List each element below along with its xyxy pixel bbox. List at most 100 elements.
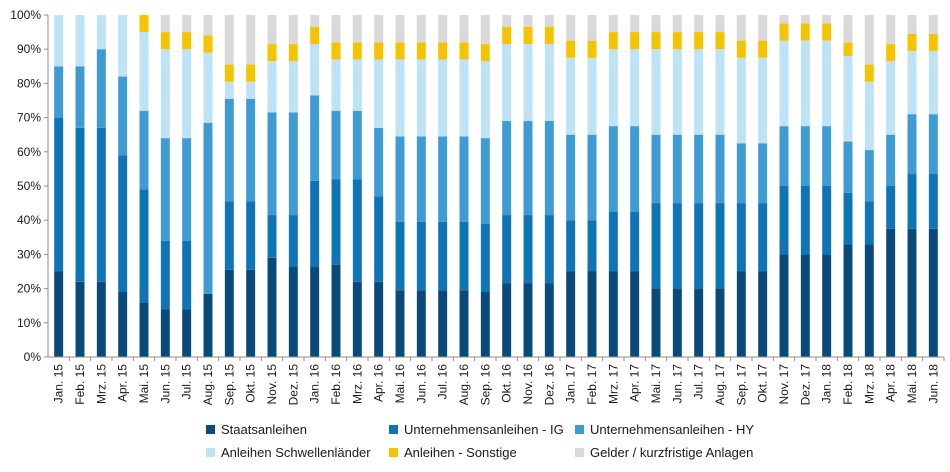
bar-segment [480, 292, 490, 357]
bar-segment [310, 266, 320, 357]
y-tick-label: 10% [17, 316, 41, 330]
bar-segment [544, 121, 554, 216]
bar-segment [96, 49, 106, 128]
bar-segment [374, 281, 384, 357]
bar-segment [587, 15, 597, 41]
bar-segment [587, 220, 597, 272]
bar-segment [310, 44, 320, 96]
bar-segment [352, 179, 362, 282]
bar-segment [928, 174, 938, 229]
x-tick-label: Okt. 16 [500, 364, 514, 403]
bar-segment [118, 76, 128, 156]
x-tick-label: Jan. 17 [564, 364, 578, 404]
bar-segment [566, 271, 576, 357]
bar-segment [139, 32, 149, 111]
bar-segment [246, 98, 256, 202]
bar-segment [672, 288, 682, 357]
bar-segment [672, 134, 682, 204]
x-tick-label: Apr. 17 [628, 364, 642, 402]
bar-segment [544, 215, 554, 284]
bar-segment [779, 126, 789, 186]
bar-segment [544, 283, 554, 357]
bar-segment [502, 215, 512, 284]
bar-segment [352, 110, 362, 180]
bar-segment [54, 271, 64, 357]
bar-segment [694, 49, 704, 135]
y-tick-label: 0% [24, 350, 42, 364]
stacked-bar-chart: 0% 10% 20% 30% 40% 50% 60% 70% 80% 90% 100% Jan. 1… [10, 8, 945, 406]
bar-segment [779, 254, 789, 357]
bar-segment [331, 179, 341, 265]
x-tick-label: Nov. 17 [777, 364, 791, 405]
bar-segment [288, 44, 298, 62]
bar-segment [96, 127, 106, 282]
bar-segment [672, 49, 682, 135]
bar-segment [267, 112, 277, 216]
x-tick-label: Jun. 16 [414, 364, 428, 404]
bar-segment [267, 61, 277, 113]
bar-segment [203, 52, 213, 123]
bar-segment [843, 15, 853, 43]
bar-segment [694, 32, 704, 50]
bar-segment [544, 26, 554, 45]
bar-segment [438, 59, 448, 137]
bar-segment [139, 110, 149, 190]
bar-segment [523, 15, 533, 27]
bar-segment [331, 42, 341, 60]
bar-segment [630, 15, 640, 33]
x-tick-label: Sep. 15 [222, 364, 236, 406]
bar-segment [715, 134, 725, 204]
bar-segment [438, 42, 448, 60]
bar-segment [864, 201, 874, 245]
bar-segment [907, 114, 917, 175]
x-tick-label: Aug. 15 [201, 364, 215, 406]
bar-segment [736, 40, 746, 58]
bar-segment [459, 221, 469, 291]
bar-segment [608, 32, 618, 50]
bar-segment [651, 32, 661, 50]
bar-segment [224, 269, 234, 357]
x-tick-label: Apr. 18 [884, 364, 898, 402]
bar-segment [374, 42, 384, 60]
bar-segment [864, 244, 874, 357]
bar-segment [267, 215, 277, 258]
bar-segment [630, 126, 640, 212]
x-tick-label: Feb. 17 [585, 364, 599, 405]
bar-segment [928, 50, 938, 115]
x-tick-label: Jul. 16 [436, 364, 450, 400]
x-tick-label: Apr. 15 [116, 364, 130, 402]
bar-segment [480, 223, 490, 293]
bar-segment [374, 127, 384, 197]
bar-segment [843, 141, 853, 193]
x-tick-label: Jun. 17 [670, 364, 684, 404]
x-tick-label: Sep. 17 [734, 364, 748, 406]
bar-segment [416, 42, 426, 60]
bar-segment [395, 15, 405, 43]
bar-segment [438, 136, 448, 222]
bar-segment [544, 44, 554, 122]
bar-segment [480, 61, 490, 139]
bar-segment [246, 81, 256, 99]
bar-segment [288, 112, 298, 216]
bar-segment [608, 211, 618, 272]
bar-segment [459, 15, 469, 43]
bar-segment [608, 49, 618, 127]
legend-label: Gelder / kurzfristige Anlagen [590, 445, 754, 460]
x-tick-label: Mai. 17 [649, 364, 663, 404]
x-tick-label: Jul. 17 [692, 364, 706, 400]
bar-segment [182, 309, 192, 357]
bar-segment [160, 32, 170, 50]
bar-segment [800, 40, 810, 127]
bar-segment [288, 61, 298, 113]
bar-segment [736, 271, 746, 357]
bar-segment [395, 59, 405, 137]
bar-segment [523, 44, 533, 122]
bar-segment [886, 61, 896, 135]
bar-segment [224, 15, 234, 65]
legend-label: Anleihen - Sonstige [404, 445, 517, 460]
legend-item: Staatsanleihen [206, 422, 307, 437]
bar-segment [523, 121, 533, 216]
bar-segment [459, 59, 469, 137]
bar-segment [886, 15, 896, 45]
